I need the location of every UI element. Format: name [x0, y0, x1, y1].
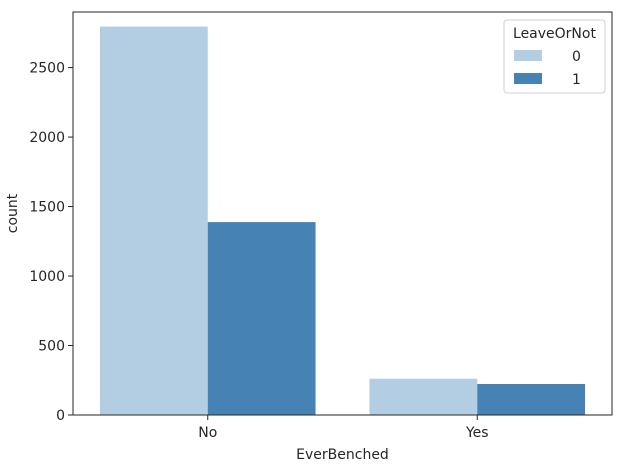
legend-swatch-0	[514, 50, 542, 61]
x-axis: No Yes	[198, 415, 489, 441]
y-axis-label: count	[5, 193, 21, 233]
y-axis: 0 500 1000 1500 2000 2500	[29, 61, 73, 424]
bars-group	[99, 26, 586, 416]
x-tick-label: Yes	[465, 425, 489, 441]
y-tick-label: 2500	[29, 61, 65, 77]
bar-no-series-1	[207, 222, 316, 415]
y-tick-label: 1000	[29, 269, 65, 285]
legend-label-0: 0	[572, 49, 581, 65]
y-tick-label: 1500	[29, 200, 65, 216]
y-tick-label: 0	[56, 408, 65, 424]
bar-yes-series-1	[477, 384, 586, 415]
bar-no-series-0	[99, 26, 208, 416]
legend-label-1: 1	[572, 72, 581, 88]
legend: LeaveOrNot 0 1	[503, 19, 606, 94]
x-tick-label: No	[198, 425, 217, 441]
bar-yes-series-0	[369, 378, 478, 415]
y-tick-label: 2000	[29, 130, 65, 146]
y-tick-label: 500	[38, 339, 65, 355]
legend-swatch-1	[514, 73, 542, 84]
x-axis-label: EverBenched	[296, 447, 389, 463]
plot-frame	[72, 11, 613, 416]
legend-title: LeaveOrNot	[513, 26, 596, 42]
